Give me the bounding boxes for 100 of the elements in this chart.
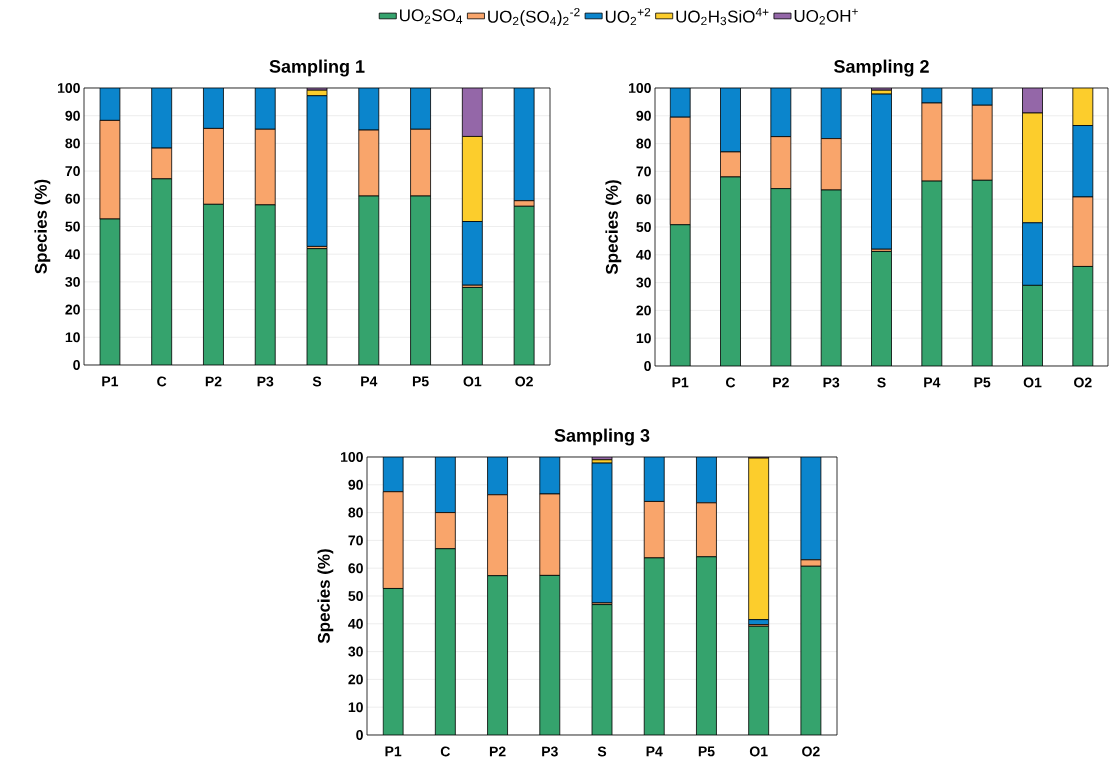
x-tick-label: P3	[257, 376, 274, 387]
bar	[1072, 266, 1094, 366]
y-tick-label: 10	[636, 333, 651, 344]
x-tick-label: S	[312, 376, 322, 387]
chart-title: Sampling 1	[269, 59, 365, 77]
legend-label: UO$_{2}$(SO$_{4}$)$_{2}$-2	[488, 7, 580, 27]
bar	[643, 557, 665, 735]
bar	[539, 575, 561, 735]
y-tick-label: 10	[65, 332, 80, 343]
legend-label: UO$_{2}$OH$^{+}$	[794, 8, 858, 25]
x-tick-label: P3	[823, 377, 840, 388]
y-tick-label: 60	[65, 193, 80, 204]
legend-label: UO$_{2}$SO$_{4}$	[400, 9, 463, 24]
x-tick-label: P4	[361, 376, 378, 387]
y-tick-label: 90	[65, 110, 80, 121]
x-tick-label: O2	[802, 746, 820, 757]
y-tick-label: 100	[58, 83, 80, 93]
bar	[434, 456, 456, 513]
y-axis-title: Species (%)	[317, 549, 334, 644]
y-tick-label: 100	[340, 452, 363, 462]
bar	[669, 87, 691, 118]
y-tick-label: 30	[636, 277, 651, 288]
bar	[921, 180, 943, 366]
bar	[1022, 112, 1043, 224]
bar	[720, 176, 741, 366]
bar	[151, 178, 173, 365]
x-tick-label: C	[157, 376, 167, 387]
x-tick-label: O1	[749, 746, 768, 757]
bar	[643, 456, 665, 502]
y-tick-label: 40	[636, 249, 651, 260]
y-tick-label: 80	[636, 138, 651, 149]
x-tick-label: P2	[489, 746, 506, 757]
x-tick-label: C	[726, 377, 736, 388]
x-tick-label: P1	[102, 376, 119, 387]
bar	[461, 87, 483, 137]
legend-label: UO$_{2}$+2	[605, 7, 651, 26]
y-tick-label: 20	[65, 304, 80, 315]
bar	[203, 203, 224, 365]
bar	[696, 456, 717, 504]
y-tick-label: 90	[636, 110, 651, 121]
bar	[669, 224, 691, 366]
y-tick-label: 50	[636, 222, 651, 232]
y-tick-label: 10	[348, 702, 363, 713]
bar	[358, 195, 380, 365]
y-tick-label: 80	[65, 138, 80, 149]
bar	[410, 195, 431, 365]
bar	[461, 287, 483, 365]
x-tick-label: S	[597, 746, 607, 757]
bar	[1022, 284, 1043, 366]
x-tick-label: P2	[773, 377, 789, 388]
bar	[696, 556, 717, 735]
x-tick-label: P5	[412, 376, 429, 387]
x-tick-label: S	[877, 377, 886, 388]
y-tick-label: 60	[636, 194, 651, 205]
x-tick-label: P5	[974, 377, 991, 388]
x-tick-label: O2	[1074, 377, 1092, 388]
bar	[1072, 125, 1094, 198]
bar	[254, 204, 276, 365]
x-tick-label: P5	[698, 746, 715, 757]
y-tick-label: 0	[73, 360, 80, 370]
x-tick-label: P4	[924, 377, 941, 388]
y-tick-label: 90	[348, 479, 363, 490]
bar	[487, 575, 508, 735]
bar	[720, 87, 741, 153]
chart-title: Sampling 3	[554, 428, 650, 446]
x-tick-label: C	[440, 746, 451, 757]
y-tick-label: 0	[644, 361, 651, 371]
y-tick-label: 30	[65, 276, 80, 287]
x-tick-label: P1	[385, 746, 402, 757]
bar	[748, 625, 770, 735]
y-tick-label: 80	[348, 507, 363, 518]
chart-title: Sampling 2	[834, 59, 929, 77]
x-tick-label: P2	[205, 376, 222, 387]
y-tick-label: 50	[348, 591, 363, 601]
bar	[1072, 87, 1094, 126]
y-tick-label: 20	[348, 674, 363, 685]
bar	[539, 456, 561, 495]
bar	[971, 179, 993, 366]
x-tick-label: P1	[672, 377, 689, 388]
x-tick-label: O1	[463, 376, 482, 387]
legend-label: UO$_{2}$H$_{3}$SiO$^{4+}$	[676, 7, 769, 26]
bar	[820, 189, 842, 366]
bar	[748, 457, 770, 621]
y-tick-label: 30	[348, 646, 363, 657]
y-axis-title: Species (%)	[605, 180, 622, 275]
bar	[820, 87, 842, 139]
x-tick-label: O1	[1023, 377, 1042, 388]
x-tick-label: P4	[646, 746, 663, 757]
x-tick-label: P3	[542, 746, 558, 757]
x-tick-label: O2	[515, 376, 533, 387]
y-tick-label: 20	[636, 305, 651, 316]
y-tick-label: 60	[348, 563, 363, 574]
y-tick-label: 70	[636, 166, 651, 177]
y-tick-label: 40	[348, 618, 363, 629]
y-tick-label: 50	[65, 221, 80, 232]
y-axis-title: Species (%)	[34, 179, 51, 274]
bar	[871, 93, 892, 250]
bar	[487, 456, 508, 496]
bar	[770, 188, 792, 366]
bar	[434, 548, 456, 735]
